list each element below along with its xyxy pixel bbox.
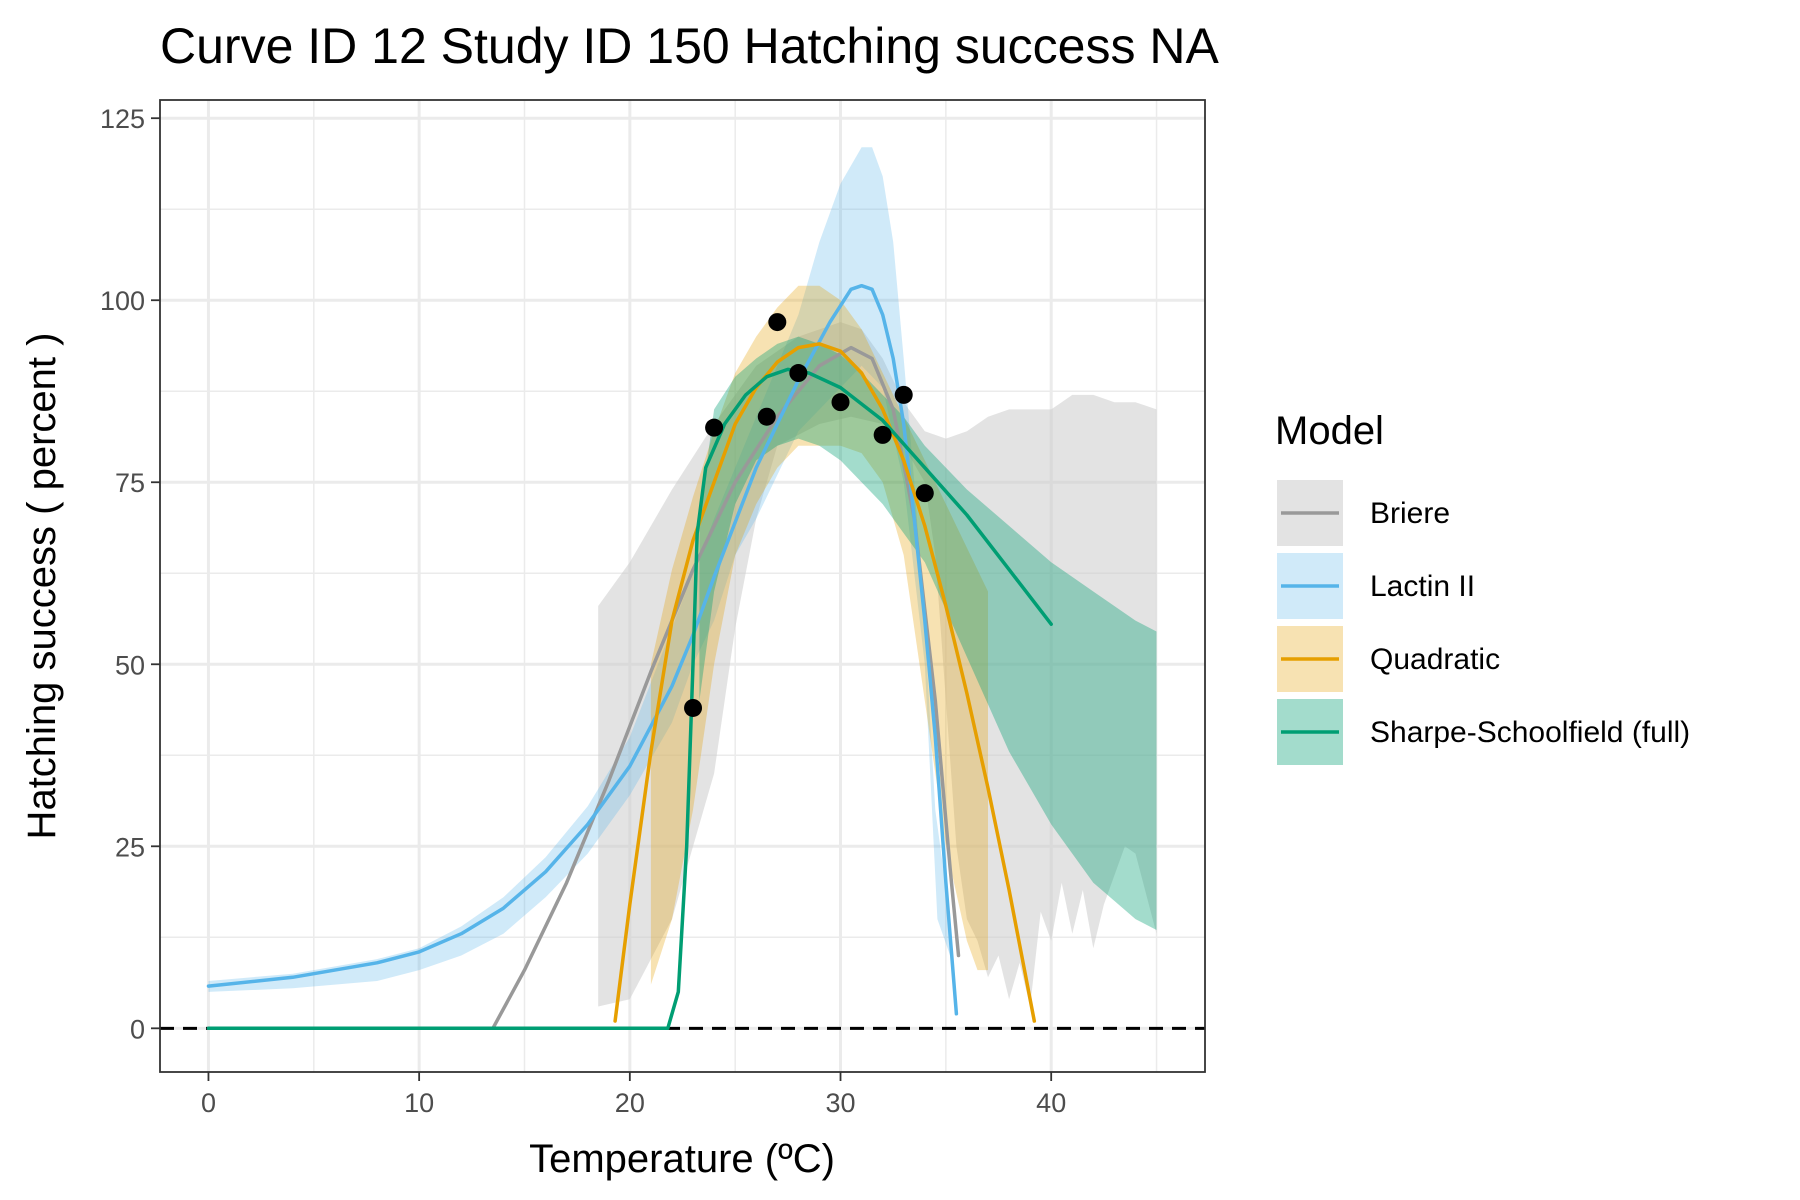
legend-label: Lactin II <box>1370 570 1475 603</box>
observation-point <box>768 313 787 332</box>
y-axis-ticks: 0 25 50 75 100 125 <box>100 104 160 1044</box>
x-axis-title: Temperature (ºC) <box>529 1137 835 1181</box>
legend-keys: Briere Lactin II Quadratic Sharpe-Schoolfie… <box>1277 480 1690 765</box>
band-lactin-ii <box>208 147 951 992</box>
observation-point <box>915 484 934 503</box>
curve-quadratic <box>613 342 1037 1023</box>
y-tick-label: 75 <box>115 468 145 498</box>
legend-title: Model <box>1275 409 1384 453</box>
legend-label: Quadratic <box>1370 643 1500 676</box>
x-tick-label: 30 <box>825 1088 855 1118</box>
legend-key-briere: Briere <box>1277 480 1450 546</box>
y-axis-title: Hatching success ( percent ) <box>20 333 64 840</box>
legend-key-quadratic: Quadratic <box>1277 626 1500 692</box>
legend-label: Briere <box>1370 497 1450 530</box>
legend-key-sharpe-schoolfield-full: Sharpe-Schoolfield (full) <box>1277 699 1690 765</box>
curve-sharpe-schoolfield-full <box>206 367 1053 1031</box>
model-curves <box>206 283 1053 1031</box>
observation-point <box>873 425 892 444</box>
observation-point <box>757 407 776 426</box>
x-tick-label: 20 <box>615 1088 645 1118</box>
curve-lactin-ii <box>206 283 959 1016</box>
observation-point <box>684 698 703 717</box>
band-sharpe-schoolfield-full <box>699 336 1157 931</box>
x-tick-label: 40 <box>1036 1088 1066 1118</box>
observation-point <box>894 385 913 404</box>
y-tick-label: 50 <box>115 650 145 680</box>
plot-panel-border <box>159 99 1206 1073</box>
y-tick-label: 25 <box>115 832 145 862</box>
observation-point <box>789 364 808 383</box>
y-tick-label: 0 <box>130 1014 145 1044</box>
y-tick-label: 100 <box>100 286 145 316</box>
x-axis-ticks: 0 10 20 30 40 <box>201 1072 1066 1118</box>
band-briere <box>598 322 1157 1007</box>
legend: Model Briere Lactin II Quadratic Sharpe-Sch… <box>1275 409 1690 765</box>
x-tick-label: 0 <box>201 1088 216 1118</box>
y-tick-label: 125 <box>100 104 145 134</box>
legend-key-lactin-ii: Lactin II <box>1277 553 1475 619</box>
chart-title: Curve ID 12 Study ID 150 Hatching succes… <box>160 18 1219 74</box>
legend-label: Sharpe-Schoolfield (full) <box>1370 716 1690 749</box>
observation-point <box>705 418 724 437</box>
observation-point <box>831 393 850 412</box>
observation-points <box>684 313 934 717</box>
x-tick-label: 10 <box>404 1088 434 1118</box>
